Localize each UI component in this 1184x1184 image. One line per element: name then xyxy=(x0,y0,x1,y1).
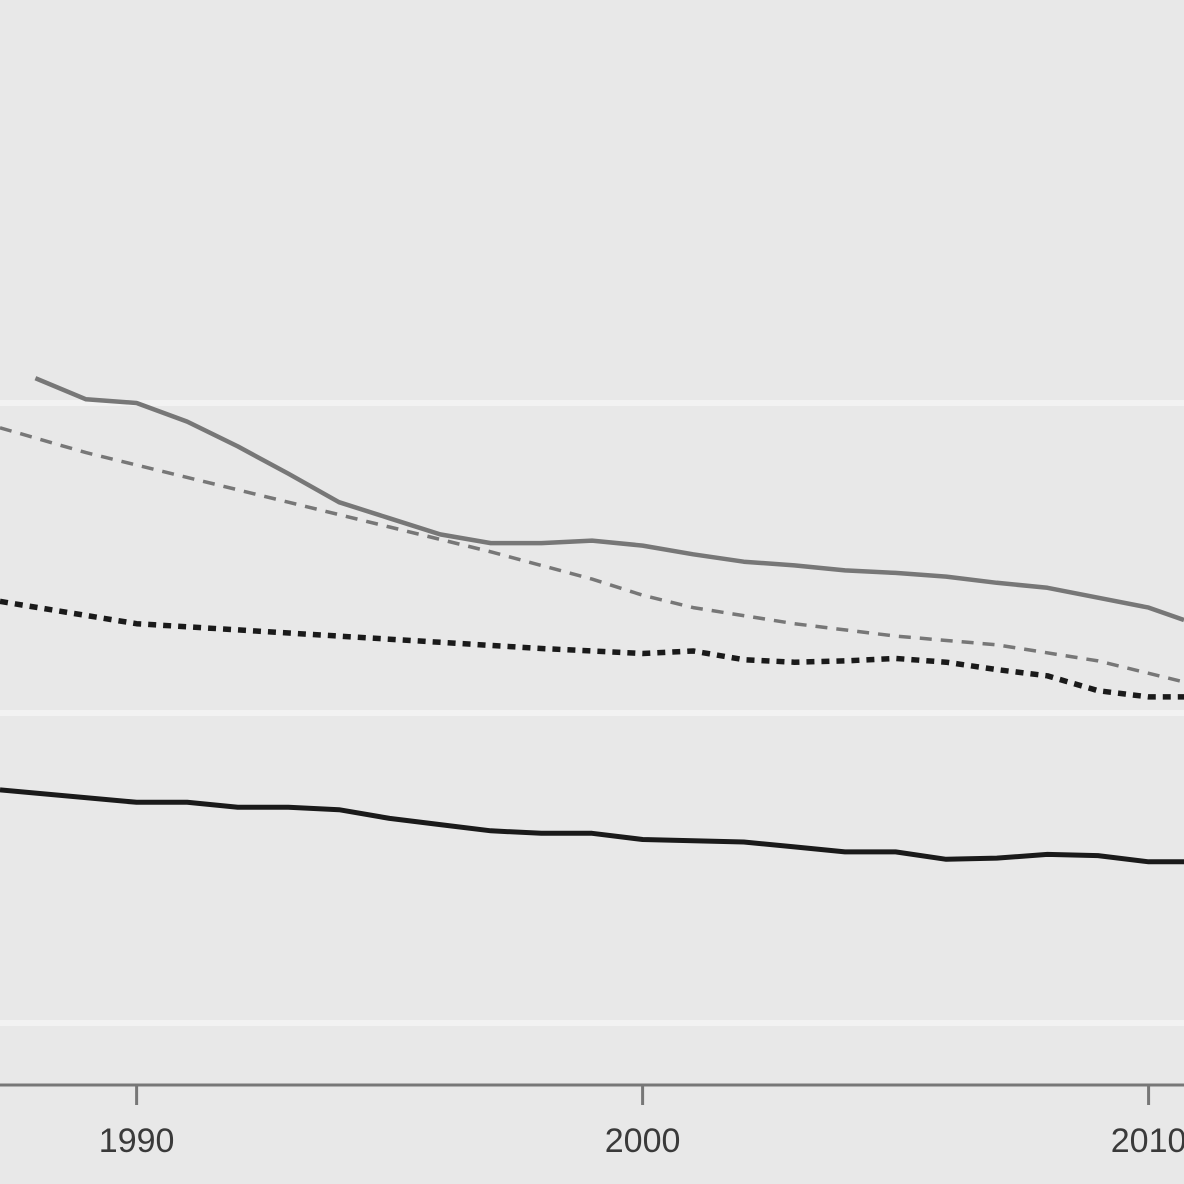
x-tick-label-1990: 1990 xyxy=(99,1122,175,1160)
grid-layer xyxy=(0,400,1184,1026)
x-tick-label-2010: 2010 xyxy=(1111,1122,1184,1160)
series-layer xyxy=(0,376,1184,865)
series-line-black-solid xyxy=(0,787,1184,865)
x-tick-label-2000: 2000 xyxy=(605,1122,681,1160)
x-axis: 1990 2000 2010 xyxy=(0,1083,1184,1160)
series-line-black-dotted xyxy=(0,598,1184,700)
series-line-gray-solid xyxy=(34,376,1184,623)
series-line-gray-dashed xyxy=(0,426,1184,684)
